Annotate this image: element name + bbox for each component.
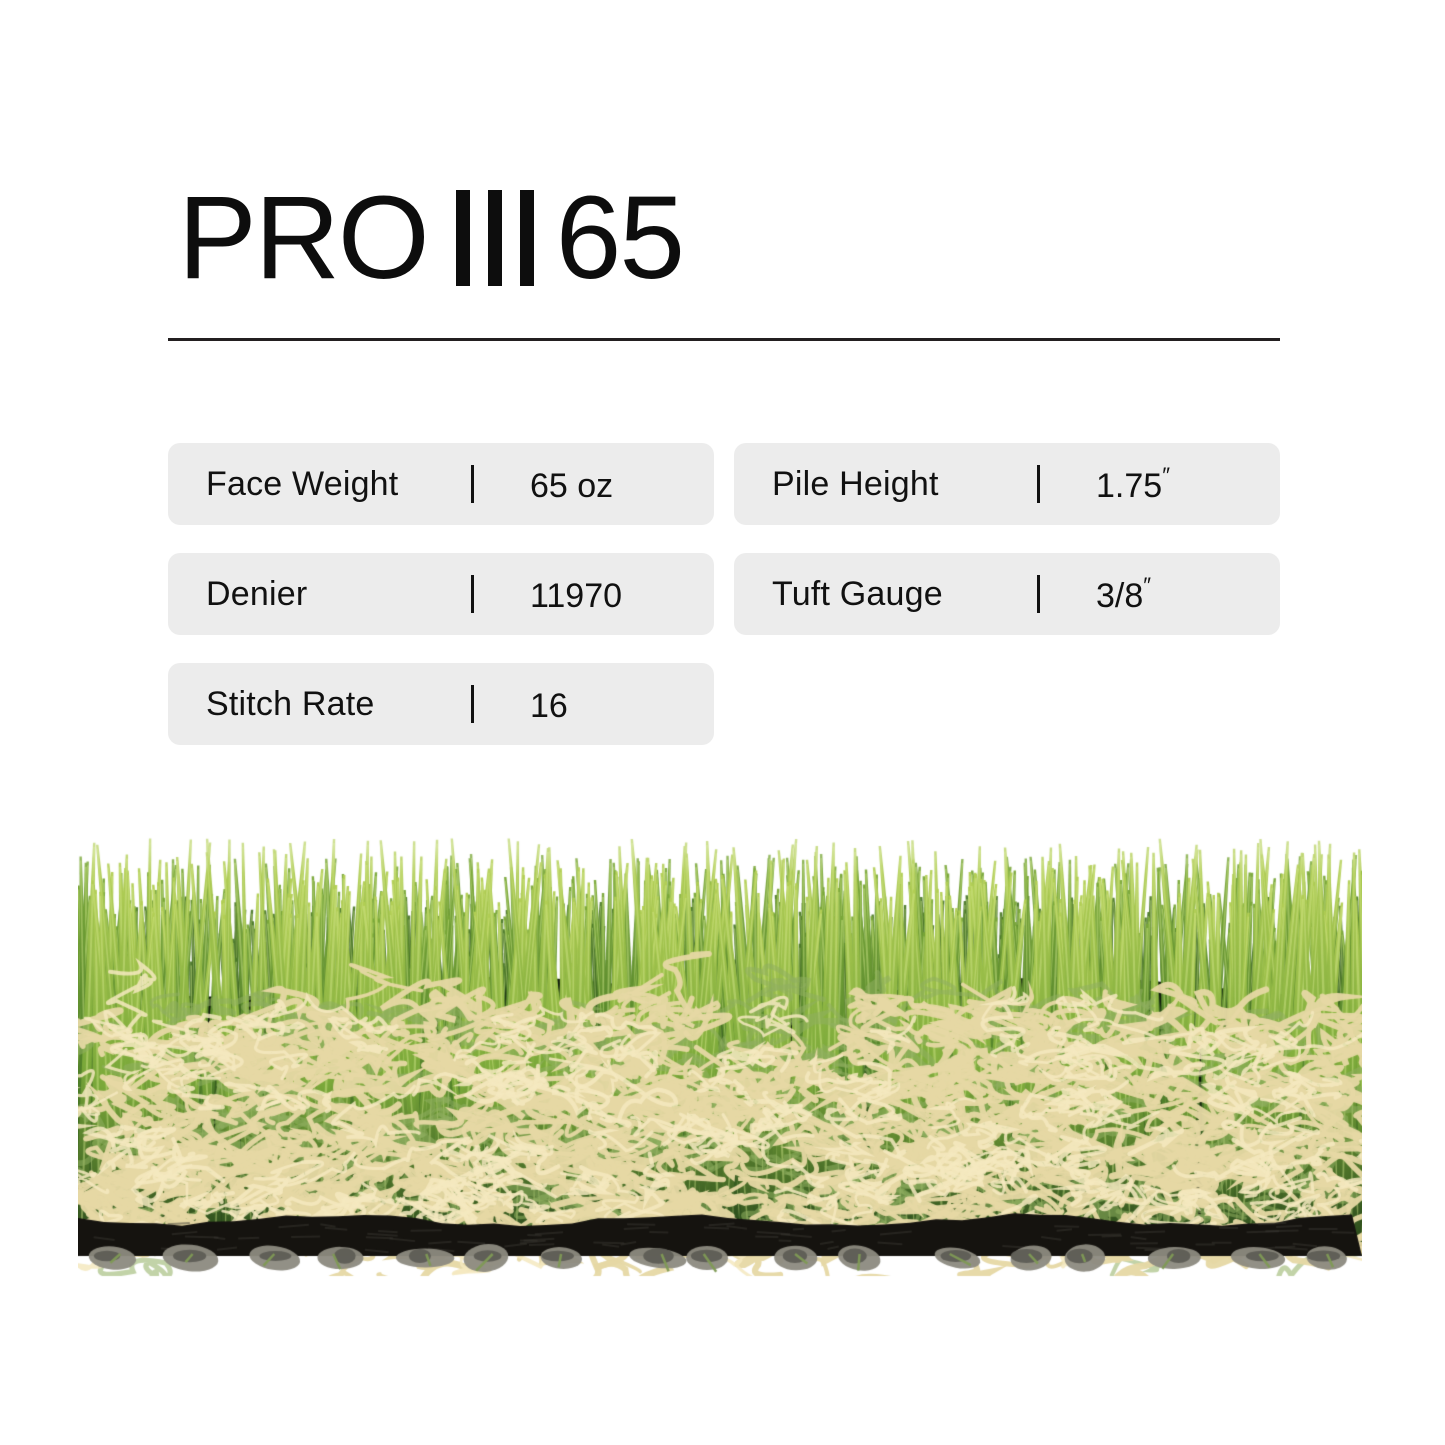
page-title: PRO 65 (178, 172, 685, 304)
spec-label-wrap: Tuft Gauge (772, 575, 1040, 614)
spec-value: 65 oz (530, 466, 614, 505)
spec-card-denier: Denier 11970 (168, 553, 714, 635)
spec-card-face-weight: Face Weight 65 oz (168, 443, 714, 525)
spec-separator (1037, 465, 1040, 503)
spec-row: Face Weight 65 oz Pile Height 1.75″ (168, 443, 1280, 525)
spec-card-pile-height: Pile Height 1.75″ (734, 443, 1280, 525)
spec-card-tuft-gauge: Tuft Gauge 3/8″ (734, 553, 1280, 635)
turf-canvas (78, 782, 1362, 1294)
spec-label: Tuft Gauge (772, 574, 943, 613)
title-bar-3 (519, 190, 534, 286)
spec-separator (471, 465, 474, 503)
spec-label-wrap: Stitch Rate (206, 685, 474, 724)
spec-value: 1.75″ (1096, 462, 1170, 505)
title-bars-icon (455, 190, 534, 286)
spec-row: Stitch Rate 16 (168, 663, 1280, 745)
spec-value: 16 (530, 686, 568, 725)
title-word: PRO (178, 172, 430, 304)
turf-cross-section-image (78, 782, 1362, 1294)
unit-mark: ″ (1162, 462, 1170, 488)
spec-label: Stitch Rate (206, 684, 375, 723)
spec-row: Denier 11970 Tuft Gauge 3/8″ (168, 553, 1280, 635)
spec-value: 3/8″ (1096, 572, 1151, 615)
spec-label-wrap: Pile Height (772, 465, 1040, 504)
unit-mark: ″ (1143, 572, 1151, 598)
header-divider (168, 338, 1280, 341)
spec-grid: Face Weight 65 oz Pile Height 1.75″ Deni… (168, 443, 1280, 773)
title-bar-2 (487, 190, 502, 286)
spec-separator (471, 685, 474, 723)
spec-label: Pile Height (772, 464, 939, 503)
spec-value: 11970 (530, 576, 623, 615)
spec-label-wrap: Denier (206, 575, 474, 614)
spec-separator (471, 575, 474, 613)
spec-label-wrap: Face Weight (206, 465, 474, 504)
spec-label: Denier (206, 574, 308, 613)
spec-label: Face Weight (206, 464, 399, 503)
title-number: 65 (555, 172, 685, 304)
spec-card-stitch-rate: Stitch Rate 16 (168, 663, 714, 745)
spec-separator (1037, 575, 1040, 613)
title-bar-1 (455, 190, 470, 286)
spec-card-placeholder (734, 663, 1280, 745)
